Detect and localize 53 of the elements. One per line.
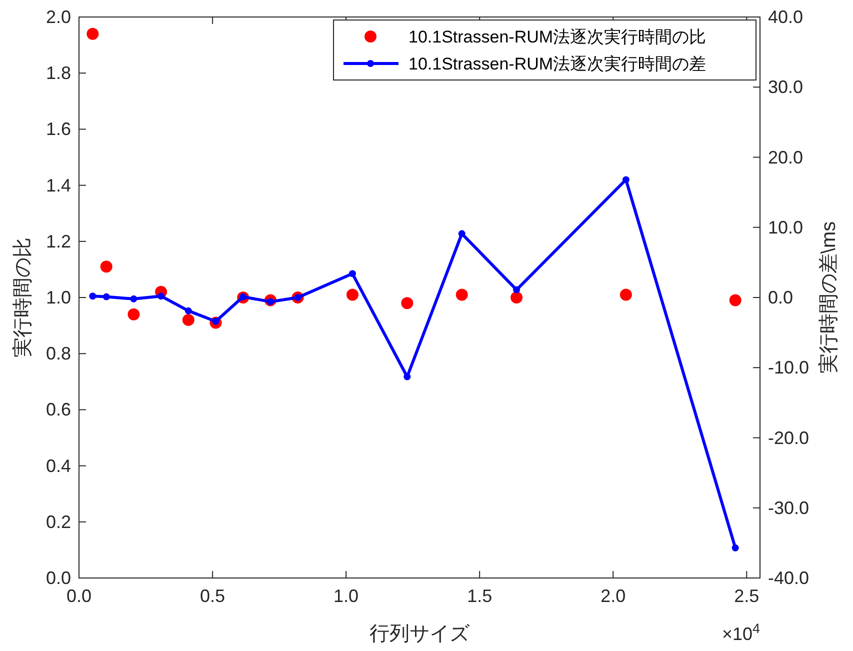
point [729,294,742,306]
point [102,293,110,300]
point [456,288,468,301]
point [130,295,138,302]
point [620,288,632,301]
legend-label: 10.1Strassen-RUM法逐次実行時間の差 [408,54,706,74]
x-tick-label: 2.5 [734,586,760,606]
y2-tick-label: -10.0 [768,358,810,378]
y2-tick-label: -20.0 [768,428,810,448]
y-tick-label: 1.8 [46,63,71,84]
point [158,292,165,300]
point [510,292,523,304]
point [182,314,194,326]
y2-tick-label: -40.0 [768,568,810,588]
text: ×10$^{4}$ [722,620,760,644]
point [513,286,520,294]
point [86,28,99,40]
y2-tick-label: 30.0 [768,77,804,98]
x-tick-label: 2.0 [600,586,626,606]
point [89,292,96,300]
legend-label: 10.1Strassen-RUM法逐次実行時間の比 [408,28,706,46]
y-tick-label: 0.6 [46,400,71,420]
y-tick-label: 2.0 [46,7,71,27]
y-tick-label: 0.8 [46,344,71,364]
y2-tick-label: 0.0 [768,288,794,308]
point [401,297,414,310]
y2-tick-label: 20.0 [768,147,804,168]
y-tick-label: 1.6 [46,119,71,140]
x-axis-title: 行列サイズ [370,623,470,645]
x-tick-label: 0.0 [66,586,92,606]
y-tick-label: 1.2 [46,231,71,252]
y2-tick-label: 40.0 [768,7,804,27]
point [404,373,411,380]
y-tick-label: 1.4 [46,175,71,196]
y2-tick-label: -30.0 [768,498,810,518]
y-tick-label: 0.0 [46,568,71,588]
x-tick-label: 1.5 [467,586,492,606]
point [100,260,112,273]
y-axis-title: 実行時間の比 [11,238,34,358]
y-tick-label: 0.2 [46,512,71,532]
y2-axis-title: 実行時間の差\ms [817,221,840,374]
x-tick-label: 0.5 [200,586,226,606]
point [346,288,358,301]
y2-tick-label: 10.0 [768,217,804,238]
point [184,307,192,314]
point [348,270,356,278]
point [732,544,739,552]
y-tick-label: 1.0 [46,288,71,308]
point [458,230,466,238]
point [128,308,140,320]
y-tick-label: 0.4 [46,456,71,476]
x-tick-label: 1.0 [334,586,359,606]
point [622,176,630,184]
